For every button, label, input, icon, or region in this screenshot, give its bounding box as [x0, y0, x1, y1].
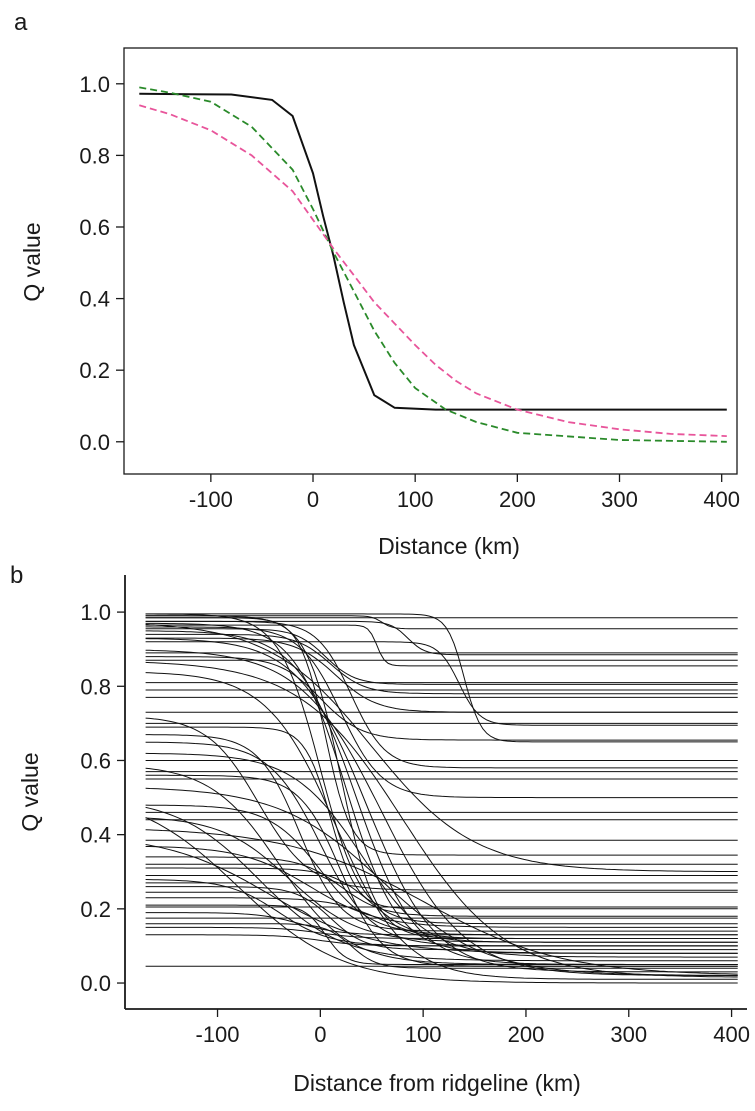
panel-b-series-11-line	[145, 620, 738, 769]
panel-b-series-13-line	[145, 617, 738, 856]
panel-b-series-36-line	[145, 844, 738, 954]
panel-b-series-44-line	[145, 912, 738, 936]
panel-b-series-9-line	[145, 613, 738, 743]
panel-b-series-35-line	[145, 829, 738, 975]
panel-b-series-41-line	[145, 886, 738, 951]
panel-b-x-ticks: -100 0 100 200 300 400	[196, 1009, 750, 1047]
panel-b-y-tick-label: 0.2	[80, 897, 111, 922]
panel-a-plot-frame	[123, 47, 738, 475]
panel-a-y-tick-label: 0.8	[79, 143, 110, 168]
panel-b-label: b	[10, 562, 23, 589]
panel-b-series-30-line	[145, 787, 738, 976]
panel-b-series-15-line	[145, 613, 738, 925]
panel-a-x-ticks: -100 0 100 200 300 400	[189, 474, 740, 512]
panel-b-y-tick-label: 0.8	[80, 674, 111, 699]
panel-a-y-tick-label: 0.0	[79, 430, 110, 455]
panel-b-y-ticks: 0.0 0.2 0.4 0.6 0.8 1.0	[80, 600, 125, 996]
panel-b-series-47-line	[145, 934, 738, 947]
panel-b-series-24-line	[145, 726, 738, 910]
panel-a-series-group	[139, 86, 727, 443]
panel-b-x-tick-label: 400	[713, 1022, 750, 1047]
panel-b-x-tick-label: 200	[508, 1022, 545, 1047]
panel-a-label: a	[14, 9, 28, 36]
panel-b-x-axis-title: Distance from ridgeline (km)	[293, 1070, 581, 1096]
panel-b-series-10-line	[145, 656, 738, 741]
panel-b-series-12-line	[145, 626, 738, 799]
panel-a-y-ticks: 0.0 0.2 0.4 0.6 0.8 1.0	[79, 72, 124, 455]
panel-b-series-8-line	[145, 641, 738, 726]
panel-b-series-37-line	[145, 846, 738, 928]
panel-b-series-2-line	[145, 615, 738, 630]
panel-b-y-tick-label: 0.0	[80, 971, 111, 996]
panel-a-x-tick-label: 0	[307, 487, 319, 512]
panel-a-series-1-line	[139, 92, 727, 411]
panel-b-y-tick-label: 1.0	[80, 600, 111, 625]
panel-a-y-tick-label: 0.6	[79, 215, 110, 240]
panel-a-x-axis-title: Distance (km)	[378, 533, 520, 559]
panel-b-y-tick-label: 0.6	[80, 748, 111, 773]
panel-b-series-31-line	[145, 817, 738, 984]
panel-a-x-tick-label: 100	[397, 487, 434, 512]
panel-b-series-43-line	[145, 904, 738, 965]
panel-a-x-tick-label: 300	[601, 487, 638, 512]
panel-b: b -100 0 100 200 300 400 0.0 0.2 0.4 0.6 0.8 1.0 D…	[10, 562, 750, 1096]
panel-a-x-tick-label: 400	[703, 487, 740, 512]
panel-a-x-tick-label: -100	[189, 487, 233, 512]
panel-b-series-42-line	[145, 897, 738, 943]
panel-b-x-tick-label: 100	[405, 1022, 442, 1047]
panel-b-y-tick-label: 0.4	[80, 823, 111, 848]
panel-a-series-3-line	[139, 104, 727, 437]
panel-b-series-45-line	[145, 923, 738, 969]
panel-b-x-tick-label: 300	[610, 1022, 647, 1047]
panel-b-x-tick-label: 0	[314, 1022, 326, 1047]
panel-b-series-32-line	[145, 806, 738, 962]
panel-b-y-axis-title: Q value	[17, 752, 43, 831]
panel-b-series-7-line	[145, 637, 738, 713]
panel-a-y-tick-label: 1.0	[79, 72, 110, 97]
panel-a: a -100 0 100 200 300 400 0.0 0.2 0.4 0.6 0.8 1.0 D…	[14, 9, 740, 559]
panel-b-series-14-line	[145, 623, 738, 872]
panel-b-series-group	[145, 613, 738, 984]
panel-b-series-4-line	[145, 624, 738, 667]
panel-a-series-2-line	[139, 86, 727, 443]
panel-b-x-tick-label: -100	[196, 1022, 240, 1047]
panel-a-y-tick-label: 0.4	[79, 287, 110, 312]
panel-b-series-27-line	[145, 752, 738, 958]
panel-a-x-tick-label: 200	[499, 487, 536, 512]
panel-b-series-38-line	[145, 856, 738, 917]
panel-b-series-46-line	[145, 926, 738, 939]
panel-b-series-17-line	[145, 622, 738, 954]
panel-a-y-axis-title: Q value	[19, 222, 45, 301]
panel-a-y-tick-label: 0.2	[79, 358, 110, 383]
panel-b-series-6-line	[145, 633, 738, 695]
panel-b-series-25-line	[145, 734, 738, 932]
panel-b-series-19-line	[145, 638, 738, 973]
